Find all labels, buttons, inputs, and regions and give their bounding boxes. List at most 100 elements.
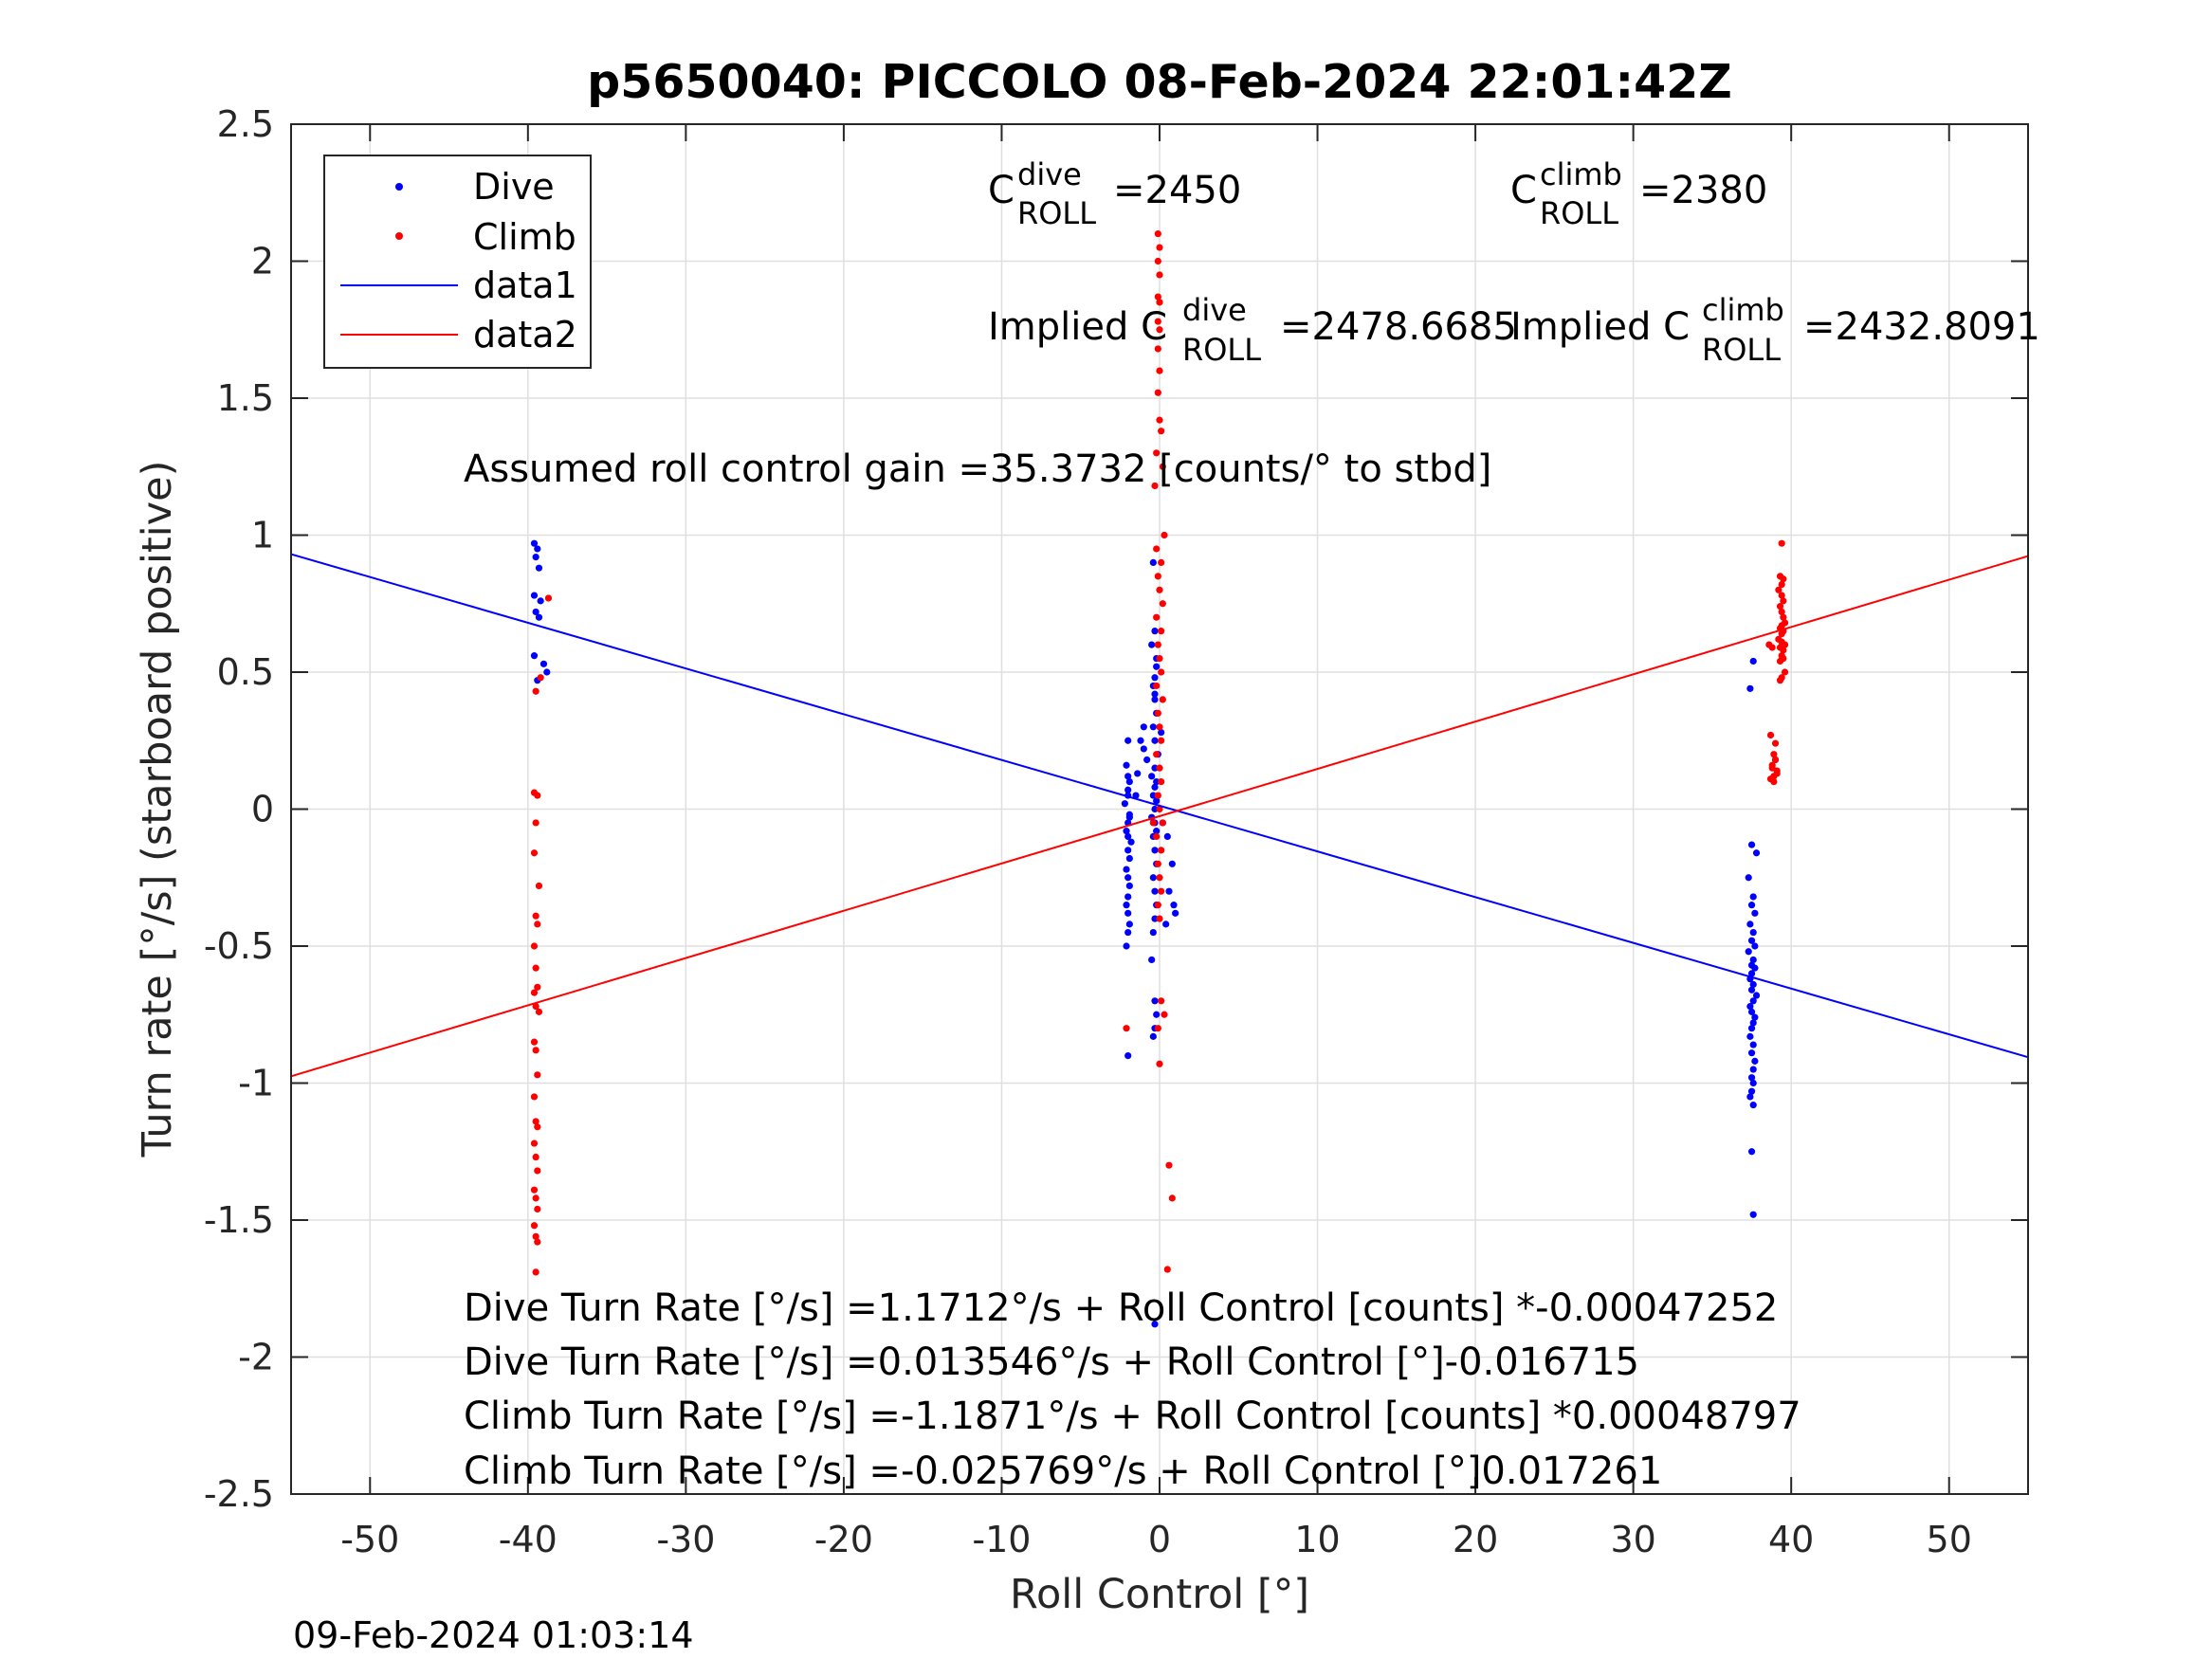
equation-line: Dive Turn Rate [°/s] =1.1712°/s + Roll C… (464, 1286, 1778, 1330)
dive-point (1149, 874, 1157, 882)
climb-point (1154, 389, 1161, 396)
dive-point (1132, 792, 1140, 799)
dive-point (1749, 1066, 1757, 1073)
dive-point (1746, 921, 1754, 928)
implied-dive-sup: dive (1182, 292, 1247, 328)
climb-point (1778, 580, 1785, 589)
equation-annotations: Dive Turn Rate [°/s] =1.1712°/s + Roll C… (464, 1286, 1801, 1493)
dive-point (1747, 1074, 1756, 1082)
dive-point (535, 564, 543, 572)
tick-labels: -50 -40 -30 -20 -10 0 10 20 30 40 50-2.5-2-1.5-1-0… (204, 103, 1972, 1560)
climb-point (1158, 628, 1165, 635)
climb-point (1154, 230, 1161, 238)
climb-point (1154, 860, 1161, 867)
climb-point (1158, 737, 1165, 744)
dive-point (1149, 558, 1157, 567)
climb-point (1780, 575, 1787, 583)
c-climb-sup: climb (1540, 156, 1622, 192)
dive-point (1745, 948, 1752, 956)
implied-climb-value: =2432.8091 (1803, 305, 2040, 349)
climb-point (1123, 1025, 1130, 1032)
legend-marker-climb (395, 232, 403, 240)
climb-point (1156, 723, 1163, 731)
climb-point (1780, 613, 1787, 621)
equation-line: Climb Turn Rate [°/s] =-1.1871°/s + Roll… (464, 1395, 1801, 1438)
dive-point (1746, 1032, 1754, 1040)
climb-point (1158, 887, 1165, 895)
dive-point (1125, 921, 1133, 928)
climb-point (1154, 792, 1161, 799)
dive-point (1149, 1032, 1157, 1040)
dive-point (1749, 657, 1757, 665)
dive-point (532, 554, 539, 561)
x-tick-label: 40 (1768, 1519, 1814, 1560)
climb-point (1154, 641, 1161, 648)
legend-label-climb: Climb (473, 216, 576, 258)
dive-point (1751, 1013, 1759, 1021)
chart-title: p5650040: PICCOLO 08-Feb-2024 22:01:42Z (587, 55, 1732, 109)
dive-point (1123, 828, 1130, 835)
dive-point (1151, 887, 1159, 895)
climb-point (1163, 1266, 1171, 1273)
data-marks (290, 230, 2029, 1328)
climb-point (1159, 600, 1166, 608)
x-tick-label: -20 (814, 1519, 873, 1560)
climb-point (1778, 629, 1785, 638)
climb-point (1770, 751, 1778, 758)
climb-point (534, 983, 541, 991)
climb-point (1770, 778, 1778, 786)
climb-point (532, 1118, 539, 1125)
climb-point (532, 912, 539, 920)
dive-point (1151, 1321, 1159, 1328)
climb-point (530, 1038, 539, 1046)
dive-point (1148, 956, 1156, 964)
dive-point (1153, 1011, 1161, 1018)
dive-point (1747, 1025, 1756, 1032)
x-tick-label: 20 (1453, 1519, 1498, 1560)
dive-point (1124, 737, 1132, 744)
climb-point (1153, 832, 1161, 841)
climb-point (530, 989, 539, 996)
y-tick-label: 0 (251, 789, 274, 830)
dive-point (1747, 1148, 1756, 1156)
climb-point (530, 1186, 539, 1194)
climb-point (1154, 573, 1161, 580)
dive-point (1149, 792, 1157, 799)
climb-point (1158, 778, 1165, 786)
climb-point (1168, 1194, 1176, 1202)
dive-point (1134, 770, 1142, 777)
dive-point (1747, 1049, 1756, 1057)
dive-point (1123, 866, 1130, 873)
dive-point (1751, 942, 1759, 950)
dive-point (1749, 980, 1757, 989)
climb-point (1156, 915, 1163, 922)
timestamp: 09-Feb-2024 01:03:14 (293, 1614, 694, 1656)
dive-point (1124, 893, 1132, 901)
climb-point (1153, 545, 1161, 553)
dive-point (535, 613, 543, 621)
c-climb-base: C (1510, 169, 1537, 212)
dive-point (1151, 674, 1159, 682)
annotation-implied-climb: Implied C climb ROLL =2432.8091 (1510, 292, 2040, 368)
climb-point (1154, 345, 1161, 353)
climb-point (535, 1008, 543, 1015)
climb-point (1156, 1060, 1163, 1067)
climb-point (1780, 647, 1787, 654)
dive-point (1140, 745, 1147, 753)
climb-point (1778, 608, 1785, 616)
dive-point (1153, 778, 1161, 786)
c-dive-sub: ROLL (1017, 195, 1096, 231)
dive-point (1151, 696, 1159, 703)
legend-box (323, 155, 592, 369)
annotation-c-dive: C dive ROLL =2450 (988, 156, 1241, 231)
legend: Dive Climb data1 data2 (323, 155, 592, 369)
dive-point (1749, 1211, 1757, 1218)
climb-point (1780, 597, 1787, 605)
climb-point (1159, 819, 1166, 827)
climb-point (1156, 586, 1163, 593)
x-tick-label: -30 (656, 1519, 715, 1560)
climb-point (1771, 739, 1780, 747)
climb-point (1775, 586, 1782, 593)
dive-point (1747, 970, 1756, 977)
x-tick-label: 10 (1294, 1519, 1340, 1560)
